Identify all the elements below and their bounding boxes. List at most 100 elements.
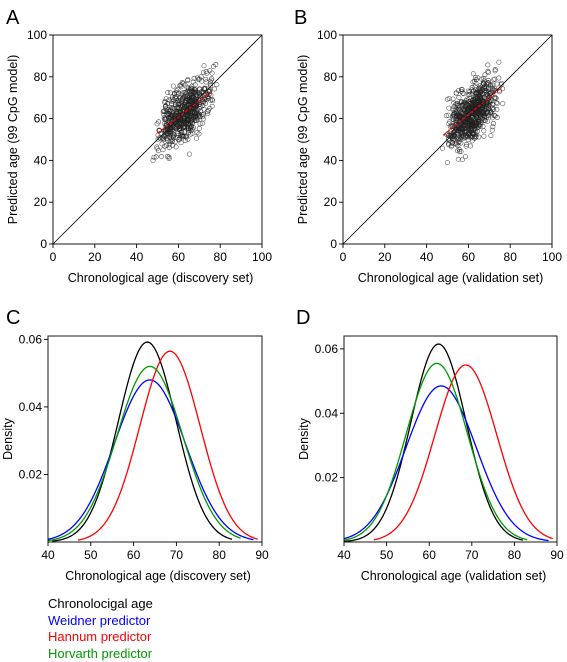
panel-b-point [491,95,497,101]
panel-b-point [462,114,468,120]
panel-b-point [469,128,475,134]
panel-b-point [473,87,478,93]
panel-d-series-3 [343,362,528,541]
panel-b-point [454,126,459,132]
panel-a-point [158,153,164,159]
panel-a-y-tick-label: 40 [34,153,48,167]
panel-c-y-tick-label: 0.06 [19,332,43,346]
panel-b-point [457,149,462,154]
legend-entry-hannum: Hannum predictor [48,629,152,644]
panel-a-point [174,135,180,141]
panel-b-point [494,106,500,112]
panel-b-y-tick-label: 20 [324,195,338,209]
panel-a-point [190,94,196,100]
panel-a-point [200,70,206,76]
panel-a-point [161,121,167,127]
panel-b-x-tick-label: 100 [542,250,562,264]
panel-b-point [455,103,461,108]
panel-b-point [455,101,461,107]
panel-b-point [492,68,498,74]
panel-a-point [165,127,171,133]
panel-b-point [444,160,450,166]
panel-b-point [455,125,461,130]
panel-b-point [444,96,450,102]
panel-a-point [195,100,200,106]
panel-d-y-tick-label: 0.04 [315,406,339,420]
panel-a-point [207,81,213,87]
panel-c-x-tick-label: 70 [170,548,184,562]
panel-b-x-tick-label: 40 [420,250,434,264]
panel-a-point [169,139,175,145]
panel-a-point [170,143,176,148]
panel-a-x-tick-label: 20 [88,250,102,264]
panel-a-point [166,97,172,103]
panel-a-point [164,116,169,122]
panel-b-point [499,80,504,86]
panel-a-point [167,90,173,96]
panel-b-point [488,82,494,88]
panel-a-point [199,90,205,96]
panel-b-point [448,144,454,150]
panel-a-identity-line [52,34,263,245]
panel-a-point [188,131,194,137]
panel-a-point [194,92,199,98]
panel-b-point [454,131,460,137]
panel-c-plot-frame [47,335,263,543]
panel-a-point [178,82,184,88]
panel-a-point [196,76,202,82]
panel-b-point [458,125,464,131]
panel-b-point [481,133,487,139]
panel-a-point [192,86,198,92]
panel-b-point [485,77,491,83]
panel-a-point [176,105,182,111]
panel-d-x-axis-label: Chronological age (validation set) [361,569,547,583]
panel-a-point [164,137,170,143]
panel-a-point [191,75,197,81]
panel-b-point [471,78,477,84]
panel-b-point [460,126,466,132]
legend-entry-weidner: Weidner predictor [48,612,151,628]
panel-b-point [469,125,475,131]
panel-b-point [465,116,471,122]
panel-b-point [450,133,456,139]
panel-a-point [204,70,210,76]
panel-b-point [464,141,469,147]
panel-a-point [154,121,160,127]
panel-b-point [482,72,488,78]
panel-a-point [165,90,171,95]
panel-b-plot-frame [342,34,553,245]
panel-a-point [156,148,161,154]
panel-a-point [163,133,169,139]
panel-a-point [210,98,216,104]
panel-b-point [460,90,466,96]
panel-b-point [473,77,479,83]
panel-b-point [488,133,494,139]
panel-b-y-axis-label: Predicted age (99 CpG model) [296,55,310,225]
panel-a-point [177,83,183,88]
panel-b-point [485,106,491,112]
panel-b-point [464,113,470,119]
panel-b-point [456,95,462,100]
panel-a-point [179,126,185,131]
panel-a-point [204,109,210,114]
panel-c-x-tick-label: 40 [41,548,55,562]
panel-b-y-tick-label: 100 [317,28,337,42]
panel-a-point [186,151,192,157]
panel-b-point [474,94,480,100]
panel-a-point [178,97,184,103]
panel-c-y-tick-label: 0.02 [19,467,43,481]
panel-b-point [489,127,495,133]
panel-a-point [194,115,200,121]
panel-a-point [173,102,178,107]
panel-b-point [453,141,459,147]
panel-a-point [175,86,181,92]
panel-a-point [205,96,211,102]
panel-b-point [440,145,446,151]
panel-b-point [450,112,456,118]
panel-b-point [485,118,491,124]
panel-b-point [481,81,487,87]
panel-a-y-tick-label: 20 [34,195,48,209]
panel-a-point [170,83,176,89]
panel-a-point [194,135,199,141]
panel-b-point [446,96,452,102]
